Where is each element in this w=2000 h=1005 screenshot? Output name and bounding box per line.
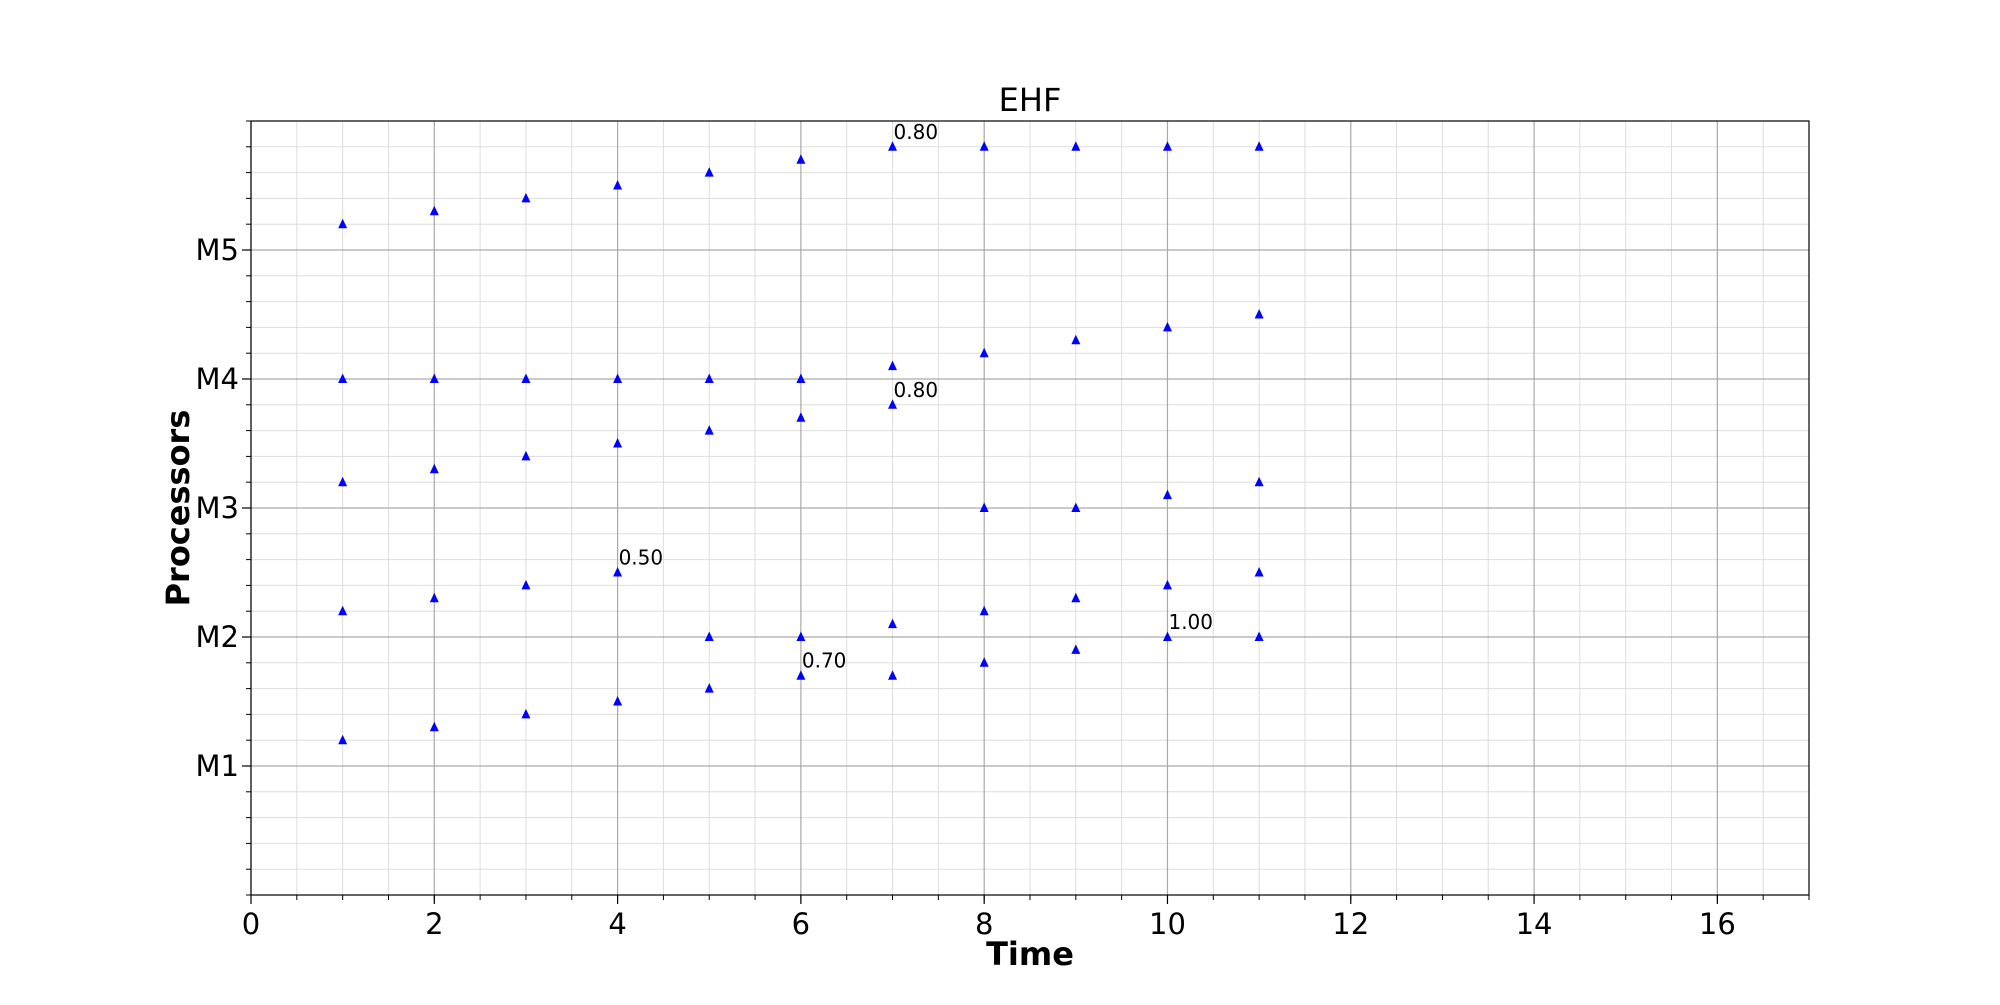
- y-tick-label: M3: [196, 491, 239, 525]
- data-point-marker: [1071, 141, 1081, 151]
- y-axis-label: Processors: [159, 410, 197, 607]
- marker-layer: [338, 141, 1264, 745]
- data-point-marker: [796, 670, 806, 680]
- data-point-marker: [429, 592, 439, 603]
- data-point-marker: [1071, 334, 1081, 345]
- data-point-marker: [1162, 631, 1172, 641]
- data-point-marker: [521, 579, 531, 590]
- annotation-layer: 0.50 0.70 0.80 0.80 1.00: [619, 120, 1213, 673]
- data-point-marker: [888, 618, 898, 629]
- data-point-marker: [429, 205, 439, 216]
- data-point-marker: [1071, 644, 1081, 654]
- data-point-marker: [796, 154, 806, 164]
- data-point-marker: [796, 412, 806, 422]
- data-label: 0.80: [894, 120, 939, 144]
- data-point-marker: [429, 373, 439, 383]
- data-point-marker: [521, 192, 531, 203]
- y-tick-label: M5: [196, 233, 239, 267]
- data-point-marker: [796, 373, 806, 383]
- data-point-marker: [429, 463, 439, 474]
- data-label: 1.00: [1168, 610, 1213, 634]
- data-point-marker: [888, 399, 898, 409]
- data-point-marker: [1162, 489, 1172, 500]
- data-point-marker: [613, 180, 623, 190]
- data-point-marker: [338, 605, 348, 616]
- data-point-marker: [613, 373, 623, 383]
- x-tick-label: 10: [1149, 907, 1186, 941]
- x-axis-label: Time: [986, 935, 1074, 973]
- data-point-marker: [613, 567, 623, 577]
- data-point-marker: [521, 450, 531, 461]
- data-point-marker: [338, 476, 348, 487]
- data-point-marker: [888, 360, 898, 371]
- plot-frame: [250, 120, 1810, 896]
- data-point-marker: [1071, 502, 1081, 512]
- data-point-marker: [979, 347, 989, 358]
- data-point-marker: [979, 657, 989, 667]
- data-point-marker: [1254, 631, 1264, 641]
- x-tick-label: 16: [1699, 907, 1736, 941]
- data-point-marker: [521, 373, 531, 383]
- data-point-marker: [704, 631, 714, 641]
- data-point-marker: [888, 141, 898, 151]
- y-tick-label: M4: [196, 362, 239, 396]
- grid-layer: [250, 120, 1810, 896]
- data-point-marker: [979, 141, 989, 151]
- data-point-marker: [338, 373, 348, 383]
- x-tick-label: 2: [425, 907, 443, 941]
- data-point-marker: [979, 605, 989, 616]
- data-point-marker: [1254, 141, 1264, 151]
- data-point-marker: [429, 721, 439, 732]
- x-tick-label: 6: [792, 907, 810, 941]
- data-point-marker: [704, 373, 714, 383]
- data-point-marker: [1254, 309, 1264, 319]
- y-tick-label: M2: [196, 620, 239, 654]
- data-point-marker: [704, 425, 714, 435]
- x-tick-label: 4: [608, 907, 626, 941]
- x-tick-label: 14: [1516, 907, 1553, 941]
- data-point-marker: [338, 218, 348, 229]
- data-point-marker: [613, 438, 623, 448]
- data-point-marker: [888, 670, 898, 680]
- tick-layer: 0 2 4 6 8 10 12 14 16 M1 M2 M3 M4 M5: [196, 120, 1810, 941]
- data-point-marker: [338, 734, 348, 745]
- chart-title: EHF: [999, 81, 1062, 119]
- data-label: 0.80: [894, 378, 939, 402]
- data-point-marker: [979, 502, 989, 512]
- data-point-marker: [796, 631, 806, 641]
- data-label: 0.70: [802, 649, 847, 673]
- data-point-marker: [1254, 567, 1264, 577]
- data-point-marker: [521, 708, 531, 719]
- data-point-marker: [704, 167, 714, 177]
- data-point-marker: [1162, 579, 1172, 590]
- data-point-marker: [1071, 592, 1081, 603]
- x-tick-label: 8: [975, 907, 993, 941]
- data-point-marker: [613, 696, 623, 706]
- x-tick-label: 12: [1332, 907, 1369, 941]
- data-point-marker: [1162, 321, 1172, 332]
- data-point-marker: [704, 683, 714, 693]
- y-tick-label: M1: [196, 749, 239, 783]
- data-point-marker: [1162, 141, 1172, 151]
- x-tick-label: 0: [242, 907, 260, 941]
- data-label: 0.50: [619, 546, 664, 570]
- data-point-marker: [1254, 476, 1264, 487]
